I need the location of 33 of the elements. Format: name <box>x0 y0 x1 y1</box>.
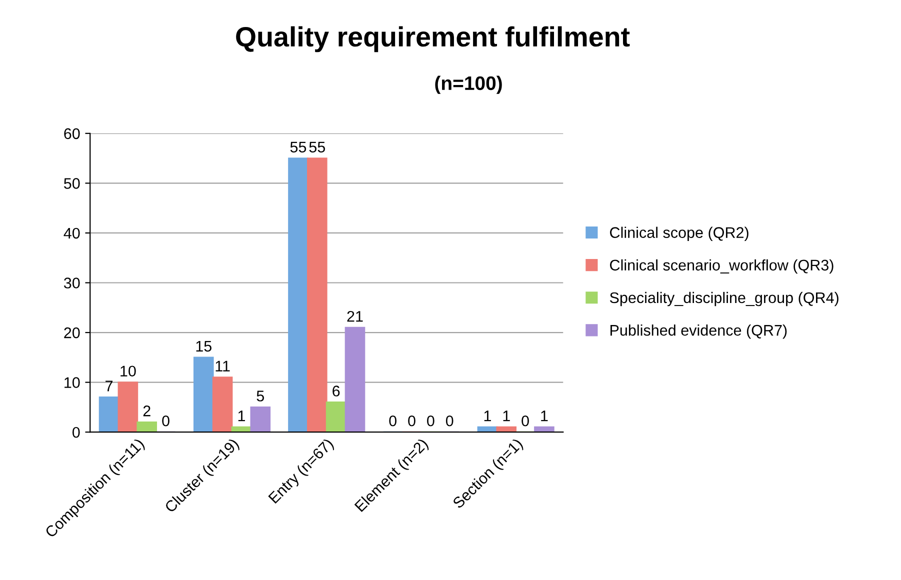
legend-label: Published evidence (QR7) <box>610 324 787 339</box>
data-label: 0 <box>446 415 454 426</box>
data-label: 1 <box>541 410 548 422</box>
data-label: 55 <box>290 142 306 152</box>
data-label: 0 <box>389 415 396 426</box>
y-tick-label: 30 <box>64 278 80 288</box>
data-label: 11 <box>216 360 230 372</box>
chart-title: Quality requirement fulfilment <box>236 26 630 52</box>
y-tick-label: 40 <box>64 228 80 239</box>
data-label: 15 <box>196 340 212 352</box>
data-label: 0 <box>408 415 416 426</box>
y-tick-label: 0 <box>72 426 80 438</box>
data-label: 0 <box>162 415 170 426</box>
y-tick-label: 60 <box>64 128 80 140</box>
legend-label: Clinical scenario_workflow (QR3) <box>610 259 834 274</box>
data-label: 6 <box>332 386 340 396</box>
y-tick-label: 50 <box>64 178 80 189</box>
data-label: 7 <box>106 380 113 392</box>
data-label: 0 <box>427 415 434 426</box>
data-label: 2 <box>143 406 150 416</box>
y-tick-label: 20 <box>64 327 80 338</box>
data-label: 1 <box>503 410 510 422</box>
data-label: 55 <box>309 142 326 152</box>
data-label: 1 <box>238 410 245 422</box>
chart-subtitle: (n=100) <box>435 76 502 94</box>
data-label: 5 <box>256 390 264 402</box>
data-label: 1 <box>484 410 491 422</box>
data-label: 0 <box>522 415 529 426</box>
data-label: 21 <box>347 310 363 322</box>
legend-label: Clinical scope (QR2) <box>610 226 748 242</box>
data-label: 10 <box>120 366 136 377</box>
y-tick-label: 10 <box>64 377 80 388</box>
legend-label: Speciality_discipline_group (QR4) <box>610 292 838 306</box>
